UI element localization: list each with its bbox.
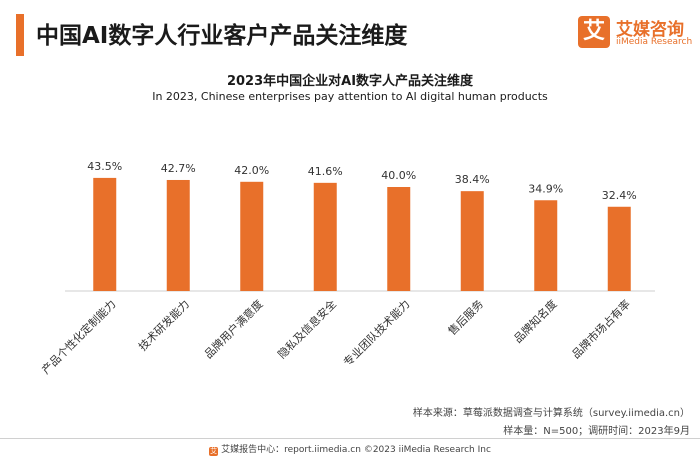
chart-title: 2023年中国企业对AI数字人产品关注维度	[226, 74, 474, 89]
category-label-1: 产品个性化定制能力	[39, 297, 119, 377]
data-label-1: 43.5%	[87, 160, 122, 173]
category-label-5: 专业团队技术能力	[340, 297, 412, 369]
footer-divider	[0, 438, 700, 439]
bar-7	[534, 200, 558, 291]
report-center-icon: 艾	[209, 447, 219, 456]
data-label-8: 32.4%	[602, 189, 637, 202]
category-label-7: 品牌知名度	[511, 297, 560, 346]
sample-size-note: 样本量：N=500；调研时间：2023年9月	[503, 426, 690, 437]
logo-subtitle: iiMedia Research	[616, 37, 693, 47]
data-label-4: 41.6%	[308, 165, 343, 178]
bar-8	[607, 206, 631, 291]
chart-subtitle: In 2023, Chinese enterprises pay attenti…	[152, 90, 548, 103]
category-label-4: 隐私及信息安全	[275, 297, 339, 361]
data-label-6: 38.4%	[455, 173, 490, 186]
data-label-5: 40.0%	[381, 169, 416, 182]
data-label-7: 34.9%	[528, 182, 563, 195]
logo-name: 艾媒咨询	[616, 20, 684, 40]
sample-source-note: 样本来源：草莓派数据调查与计算系统（survey.iimedia.cn）	[412, 408, 690, 419]
iimedia-logo: 艾 艾媒咨询 iiMedia Research	[578, 16, 693, 54]
bar-5	[387, 187, 411, 291]
bar-3	[240, 181, 264, 291]
title-accent-bar	[16, 14, 24, 56]
bar-4	[313, 182, 337, 291]
data-label-3: 42.0%	[234, 164, 269, 177]
bar-2	[166, 179, 190, 291]
category-label-6: 售后服务	[445, 297, 486, 338]
category-label-3: 品牌用户满意度	[201, 297, 265, 361]
bar-6	[460, 191, 484, 291]
bar-chart: 43.5% 产品个性化定制能力 42.7% 技术研发能力 42.0% 品牌用户满意度 41.…	[39, 160, 655, 377]
category-label-2: 技术研发能力	[135, 297, 192, 354]
page-title: 中国AI数字人行业客户产品关注维度	[36, 23, 408, 49]
footer-text: 艾媒报告中心：report.iimedia.cn ©2023 iiMedia R…	[221, 445, 491, 455]
category-label-8: 品牌市场占有率	[569, 297, 633, 361]
logo-mark-icon: 艾	[578, 16, 610, 48]
bar-1	[93, 177, 117, 291]
footer: 艾艾媒报告中心：report.iimedia.cn ©2023 iiMedia …	[0, 442, 700, 456]
data-label-2: 42.7%	[161, 162, 196, 175]
